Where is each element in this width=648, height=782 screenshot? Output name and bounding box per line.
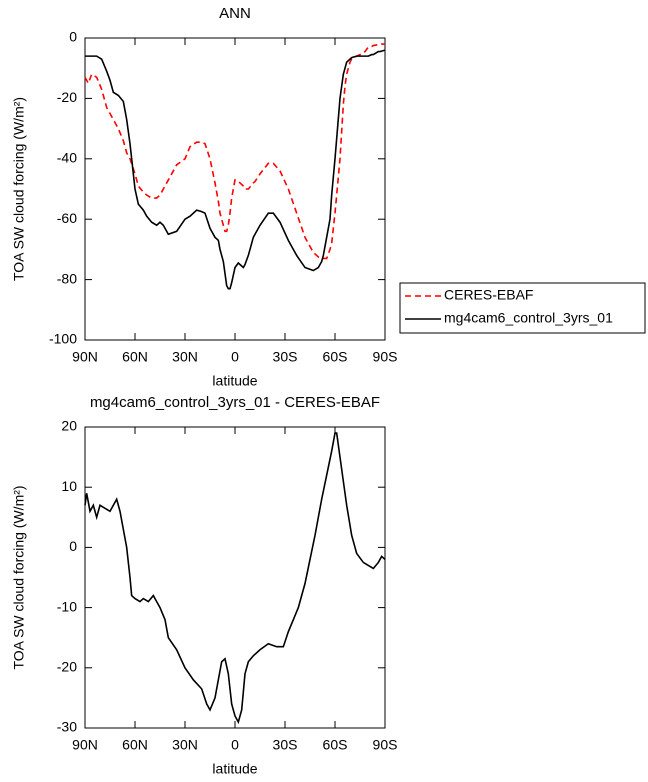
data-line xyxy=(85,49,386,290)
x-tick-label: 60N xyxy=(122,349,148,365)
x-tick-label: 60S xyxy=(323,349,348,365)
x-axis-label: latitude xyxy=(212,373,257,389)
y-tick-label: -20 xyxy=(57,89,77,105)
y-tick-label: -60 xyxy=(57,210,77,226)
x-tick-label: 30N xyxy=(172,349,198,365)
x-tick-label: 90S xyxy=(373,349,398,365)
x-tick-label: 30S xyxy=(273,737,298,753)
y-tick-label: -10 xyxy=(57,598,77,614)
legend-label: CERES-EBAF xyxy=(444,287,533,303)
x-tick-label: 90N xyxy=(72,349,98,365)
x-tick-label: 0 xyxy=(231,737,239,753)
x-tick-label: 60N xyxy=(122,737,148,753)
x-tick-label: 90S xyxy=(373,737,398,753)
chart-title: ANN xyxy=(219,5,251,22)
x-tick-label: 30S xyxy=(273,349,298,365)
x-tick-label: 60S xyxy=(323,737,348,753)
y-tick-label: -20 xyxy=(57,659,77,675)
x-tick-label: 30N xyxy=(172,737,198,753)
x-tick-label: 90N xyxy=(72,737,98,753)
x-axis-label: latitude xyxy=(212,761,257,777)
y-tick-label: -80 xyxy=(57,270,77,286)
legend-label: mg4cam6_control_3yrs_01 xyxy=(444,310,613,326)
x-tick-label: 0 xyxy=(231,349,239,365)
y-tick-label: -30 xyxy=(57,719,77,735)
y-axis-label: TOA SW cloud forcing (W/m²) xyxy=(11,97,27,281)
y-tick-label: 0 xyxy=(69,538,77,554)
data-line xyxy=(84,43,385,260)
plot-frame xyxy=(84,37,386,341)
y-tick-label: -100 xyxy=(49,331,77,347)
y-tick-label: 10 xyxy=(61,478,77,494)
y-tick-label: -40 xyxy=(57,150,77,166)
y-axis-label: TOA SW cloud forcing (W/m²) xyxy=(11,485,27,669)
chart-title: mg4cam6_control_3yrs_01 - CERES-EBAF xyxy=(90,394,380,411)
y-tick-label: 20 xyxy=(61,418,77,434)
y-tick-label: 0 xyxy=(69,29,77,45)
data-line xyxy=(84,432,386,725)
legend-box xyxy=(399,282,646,334)
